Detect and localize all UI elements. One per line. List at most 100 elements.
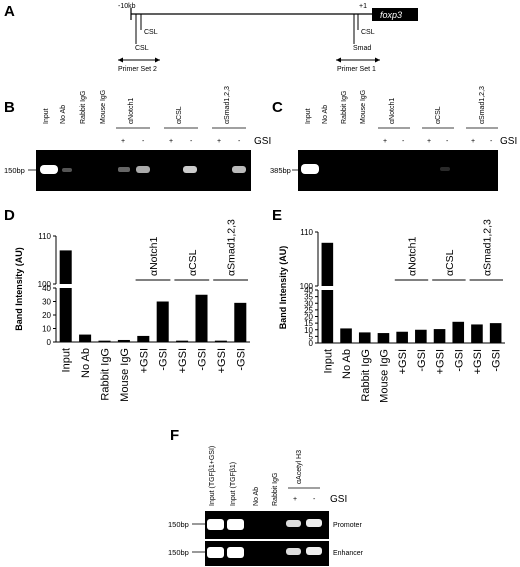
chart-d-bar-3 bbox=[117, 339, 130, 342]
chart-e-group-label-2: αSmad1,2,3 bbox=[481, 219, 493, 276]
gel-c-group-csl: αCSL bbox=[435, 106, 442, 124]
chart-e-bar-7 bbox=[452, 321, 465, 343]
gel-b-sign-4: - bbox=[190, 138, 193, 145]
gel-b-band-notch-minus bbox=[136, 166, 150, 173]
primer-set-1-label: Primer Set 1 bbox=[337, 66, 376, 73]
gel-f-lane-rabbit-igg: Rabbit IgG bbox=[272, 473, 279, 506]
gel-b-marker: 150bp bbox=[4, 166, 25, 175]
gel-c-group-notch1: αNotch1 bbox=[389, 98, 396, 124]
gel-c-sign-3: + bbox=[427, 138, 431, 145]
chart-e-xtick-4: +GSI bbox=[397, 349, 409, 374]
gene-label: foxp3 bbox=[380, 10, 402, 20]
chart-e-xtick-5: -GSI bbox=[416, 349, 428, 372]
chart-e-xtick-9: -GSI bbox=[491, 349, 503, 372]
panel-label-a: A bbox=[4, 3, 15, 20]
gel-f-sign-plus: + bbox=[293, 496, 297, 503]
chart-d-bar-8 bbox=[214, 340, 227, 342]
gel-f: Input (TGFβ1+GSI) Input (TGFβ1) No Ab Ra… bbox=[168, 446, 364, 566]
chart-d-ytick-low-3: 30 bbox=[42, 298, 51, 307]
chart-e-xtick-7: -GSI bbox=[453, 349, 465, 372]
gel-f-marker-2: 150bp bbox=[168, 548, 189, 557]
gel-f-enhancer-band-4 bbox=[306, 547, 322, 555]
chart-d-ytick-low-0: 0 bbox=[47, 338, 52, 347]
gel-f-row-enhancer: Enhancer bbox=[333, 550, 364, 557]
gel-c: Input No Ab Rabbit IgG Mouse IgG αNotch1… bbox=[270, 86, 517, 191]
chart-e-xtick-2: Rabbit IgG bbox=[360, 349, 372, 402]
chart-e-ytick-up-1: 110 bbox=[300, 228, 313, 237]
gel-c-lane-rabbit-igg: Rabbit IgG bbox=[341, 91, 348, 124]
chart-d-xtick-1: No Ab bbox=[80, 348, 92, 378]
chart-e-xtick-8: +GSI bbox=[472, 349, 484, 374]
chart-e-ytick-low-3: 15 bbox=[304, 319, 313, 328]
gel-c-sign-5: + bbox=[471, 138, 475, 145]
chart-e-bar-0-lower bbox=[321, 290, 334, 343]
gel-c-group-smad: αSmad1,2,3 bbox=[479, 86, 486, 124]
chart-e-xtick-1: No Ab bbox=[341, 349, 353, 379]
gel-b-sign-1: + bbox=[121, 138, 125, 145]
chart-e-ytick-low-0: 0 bbox=[309, 339, 314, 348]
chart-e-ytick-low-8: 40 bbox=[304, 286, 313, 295]
gel-b-lane-no-ab: No Ab bbox=[60, 105, 67, 124]
chart-d-bar-1 bbox=[79, 334, 92, 342]
gel-c-image bbox=[298, 150, 498, 191]
panel-label-f: F bbox=[170, 427, 179, 444]
gel-f-promoter-band-1 bbox=[207, 519, 224, 530]
primer-set-2-label: Primer Set 2 bbox=[118, 66, 157, 73]
chart-d-ytick-up-0: 100 bbox=[38, 280, 52, 289]
chart-e-xtick-0: Input bbox=[322, 349, 334, 373]
gel-b-sign-6: - bbox=[238, 138, 241, 145]
gel-c-lane-mouse-igg: Mouse IgG bbox=[360, 90, 367, 124]
chart-e-xtick-6: +GSI bbox=[435, 349, 447, 374]
panel-label-d: D bbox=[4, 207, 15, 224]
chart-d-ytick-low-4: 40 bbox=[42, 284, 51, 293]
gel-f-promoter-band-4 bbox=[306, 519, 322, 527]
panel-label-c: C bbox=[272, 99, 283, 116]
gel-c-sign-2: - bbox=[402, 138, 405, 145]
gel-c-band-csl-faint bbox=[440, 167, 450, 171]
chart-e-xtick-3: Mouse IgG bbox=[378, 349, 390, 403]
chart-d-bar-6 bbox=[176, 340, 189, 342]
gel-f-promoter-band-2 bbox=[227, 519, 244, 530]
chart-e-group-label-1: αCSL bbox=[444, 249, 456, 276]
gel-f-gsi: GSI bbox=[330, 494, 347, 505]
gel-b: Input No Ab Rabbit IgG Mouse IgG αNotch1… bbox=[4, 86, 271, 191]
chart-e-ytick-low-7: 35 bbox=[304, 293, 313, 302]
chart-e-bar-6 bbox=[433, 329, 446, 343]
chart-e-bar-5 bbox=[415, 329, 427, 343]
chart-d-bar-7 bbox=[195, 294, 208, 342]
gel-b-group-notch1: αNotch1 bbox=[128, 98, 135, 124]
chart-d-ytick-low-1: 10 bbox=[42, 325, 51, 334]
chart-d-xtick-2: Rabbit IgG bbox=[100, 348, 112, 401]
chart-d-xtick-5: -GSI bbox=[158, 348, 170, 371]
gel-f-row-promoter: Promoter bbox=[333, 522, 362, 529]
chart-d-bar-5 bbox=[156, 301, 169, 342]
gel-f-marker-1: 150bp bbox=[168, 520, 189, 529]
gel-f-enhancer-band-2 bbox=[227, 547, 244, 558]
chart-e-bar-1 bbox=[340, 328, 352, 343]
gel-f-enhancer-band-1 bbox=[207, 547, 224, 558]
panel-label-e: E bbox=[272, 207, 282, 224]
chart-d-bar-9 bbox=[234, 302, 247, 342]
chart-e-ytick-low-1: 5 bbox=[309, 332, 314, 341]
gel-b-sign-2: - bbox=[142, 138, 145, 145]
csl-site-1: CSL bbox=[144, 29, 158, 36]
chart-e-ytick-low-5: 25 bbox=[304, 306, 313, 315]
chart-d-xtick-7: -GSI bbox=[197, 348, 209, 371]
chart-e-bar-9 bbox=[489, 323, 502, 343]
gel-b-band-input bbox=[40, 165, 58, 174]
chart-d-bar-0-upper bbox=[59, 250, 72, 284]
foxp3-schematic: -10kb +1 foxp3 CSL CSL CSL Smad Primer S… bbox=[118, 3, 418, 73]
chart-e-ytick-low-2: 10 bbox=[304, 326, 313, 335]
chart-d-xtick-3: Mouse IgG bbox=[119, 348, 131, 402]
panel-label-b: B bbox=[4, 99, 15, 116]
chart-e-bar-8 bbox=[471, 324, 483, 343]
gel-f-sign-minus: - bbox=[313, 496, 316, 503]
gel-b-group-csl: αCSL bbox=[176, 106, 183, 124]
gel-f-promoter-band-3 bbox=[286, 520, 301, 527]
chart-d-bar-0-lower bbox=[59, 288, 72, 342]
csl-site-3: CSL bbox=[361, 29, 375, 36]
csl-site-2: CSL bbox=[135, 45, 149, 52]
start-label: -10kb bbox=[118, 3, 136, 10]
